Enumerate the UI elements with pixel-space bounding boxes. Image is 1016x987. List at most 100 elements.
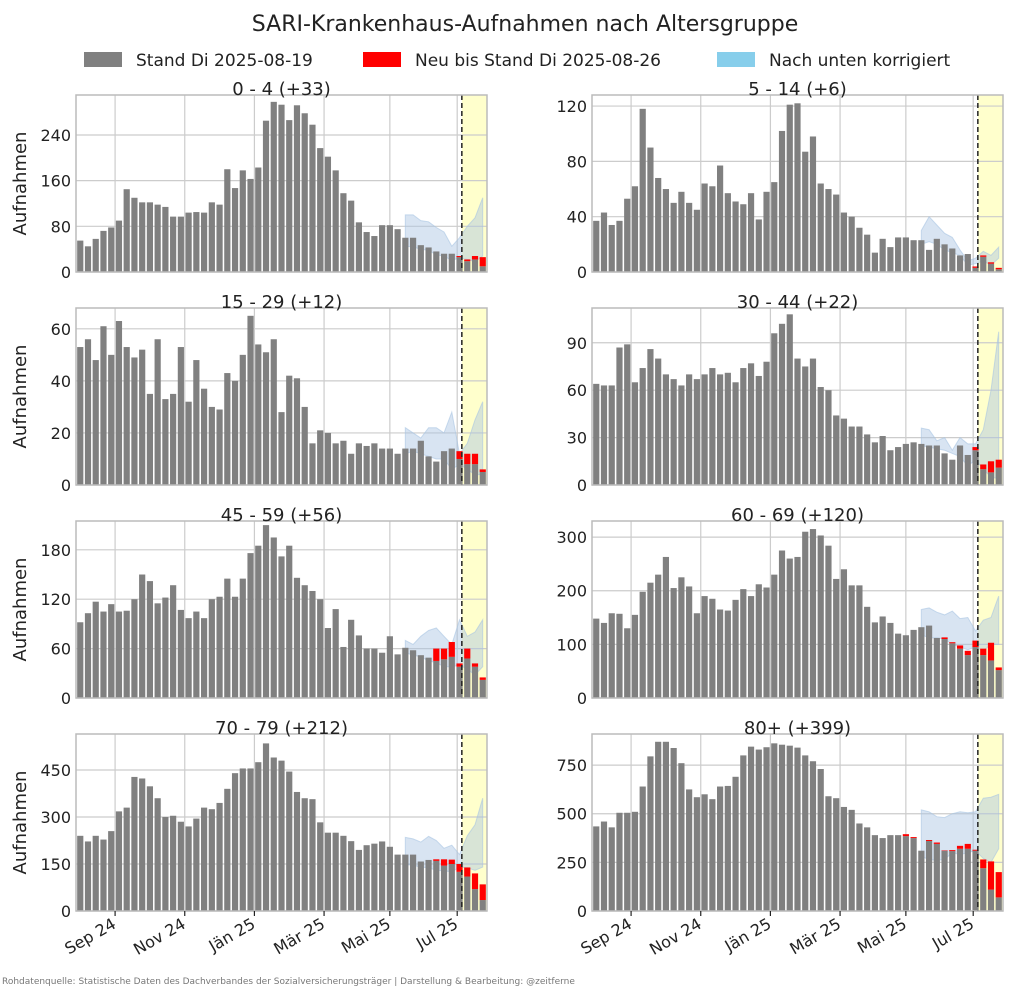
- bar-stand: [139, 574, 146, 698]
- bar-stand: [848, 809, 855, 911]
- bar-stand: [363, 648, 370, 698]
- panel-4: 0 30 60 90 30 - 44 (+22): [567, 292, 1004, 495]
- bar-stand: [655, 574, 662, 698]
- bar-stand: [809, 136, 817, 272]
- bar-stand: [701, 183, 708, 272]
- bar-stand: [139, 349, 146, 485]
- bar-stand: [647, 147, 654, 272]
- bar-stand: [201, 807, 208, 911]
- bar-stand: [293, 105, 301, 272]
- bar-stand: [193, 212, 200, 272]
- bar-stand: [840, 806, 848, 911]
- bar-stand: [255, 762, 262, 911]
- bar-stand: [600, 385, 608, 485]
- bar-stand: [925, 840, 933, 911]
- bar-stand: [600, 212, 608, 272]
- bar-new: [995, 267, 1002, 270]
- bar-stand: [394, 854, 401, 911]
- bar-stand: [293, 791, 301, 911]
- bar-new: [956, 645, 964, 649]
- y-tick-label: 150: [40, 855, 71, 874]
- bar-stand: [425, 456, 432, 485]
- bar-stand: [964, 454, 971, 485]
- y-tick-label: 120: [556, 97, 587, 116]
- bar-stand: [309, 799, 316, 911]
- bar-stand: [278, 412, 285, 485]
- bar-stand: [185, 618, 192, 698]
- bar-stand: [464, 658, 471, 698]
- bar-stand: [771, 182, 778, 272]
- legend-swatch-stand: [84, 52, 122, 67]
- bar-stand: [732, 382, 739, 485]
- bar-stand: [417, 861, 424, 911]
- bar-stand: [972, 450, 979, 485]
- bar-stand: [647, 349, 654, 485]
- x-tick-label: Mär 25: [786, 914, 844, 958]
- bar-stand: [379, 225, 386, 272]
- y-tick-label: 120: [40, 590, 71, 609]
- bar-stand: [355, 222, 362, 272]
- bar-stand: [255, 545, 262, 698]
- bar-stand: [895, 633, 902, 698]
- bar-stand: [848, 585, 855, 698]
- bar-stand: [686, 789, 693, 911]
- bar-stand: [355, 443, 362, 485]
- bar-stand: [817, 769, 824, 911]
- bar-new: [933, 842, 940, 844]
- forecast-highlight: [977, 95, 1003, 272]
- bar-stand: [895, 237, 902, 272]
- bar-stand: [440, 865, 448, 911]
- bar-stand: [247, 315, 254, 485]
- bar-stand: [201, 618, 208, 698]
- bar-stand: [864, 434, 871, 485]
- bar-stand: [84, 841, 92, 911]
- bar-stand: [794, 103, 801, 272]
- bar-stand: [317, 599, 324, 698]
- bar-stand: [833, 798, 840, 911]
- bar-stand: [693, 797, 700, 911]
- bar-stand: [224, 578, 231, 698]
- legend-swatch-corrected: [717, 52, 755, 67]
- bar-stand: [608, 224, 615, 272]
- bar-stand: [324, 432, 332, 485]
- bar-new: [464, 648, 471, 659]
- bar-stand: [115, 220, 123, 272]
- bar-stand: [902, 237, 909, 272]
- bar-stand: [363, 845, 370, 911]
- bar-stand: [755, 749, 762, 911]
- bar-stand: [278, 760, 285, 911]
- bar-new: [972, 640, 979, 648]
- y-axis-label: Aufnahmen: [10, 132, 31, 236]
- bar-stand: [987, 660, 995, 698]
- bar-stand: [925, 445, 933, 485]
- panel-2: 0 40 80 120 5 - 14 (+6): [556, 79, 1004, 282]
- bar-stand: [425, 247, 432, 272]
- bar-stand: [108, 354, 115, 485]
- bar-stand: [794, 747, 801, 911]
- bar-stand: [262, 743, 270, 911]
- bar-stand: [409, 448, 417, 485]
- bar-stand: [631, 614, 639, 698]
- y-tick-label: 80: [51, 217, 71, 236]
- bar-stand: [340, 835, 347, 911]
- bar-stand: [910, 442, 917, 485]
- bar-stand: [92, 835, 99, 911]
- bar-stand: [662, 189, 670, 272]
- bar-new: [479, 469, 486, 472]
- bar-stand: [332, 832, 339, 911]
- bar-stand: [270, 339, 277, 485]
- bar-stand: [701, 794, 708, 911]
- bar-stand: [624, 628, 631, 698]
- bar-stand: [964, 254, 971, 272]
- bar-stand: [433, 461, 440, 485]
- x-tick-label: Mai 25: [854, 914, 910, 957]
- bar-stand: [433, 860, 440, 911]
- bar-stand: [670, 748, 677, 911]
- bar-stand: [224, 373, 231, 485]
- bar-stand: [402, 647, 409, 698]
- bar-stand: [348, 619, 355, 698]
- bar-stand: [755, 375, 762, 485]
- bar-stand: [409, 854, 417, 911]
- bar-stand: [856, 823, 863, 911]
